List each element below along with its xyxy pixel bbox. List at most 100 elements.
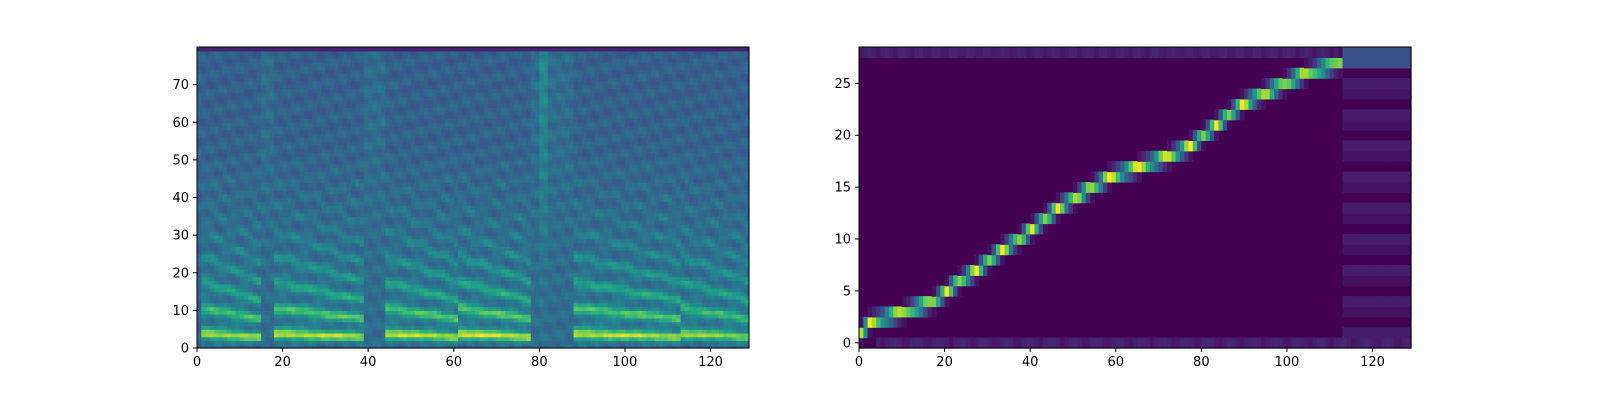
spectrogram-cell <box>312 126 318 131</box>
spectrogram-cell <box>346 321 352 327</box>
spectrogram-cell <box>261 291 267 296</box>
spectrogram-cell <box>329 62 335 67</box>
spectrogram-cell <box>368 250 374 255</box>
spectrogram-cell <box>269 129 275 135</box>
spectrogram-cell <box>449 174 455 180</box>
spectrogram-cell <box>415 242 421 248</box>
spectrogram-cell <box>303 58 309 63</box>
spectrogram-cell <box>197 268 202 274</box>
spectrogram-cell <box>218 182 224 187</box>
spectrogram-cell <box>389 314 395 319</box>
spectrogram-cell <box>299 118 305 123</box>
spectrogram-cell <box>201 272 207 278</box>
spectrogram-cell <box>428 261 433 266</box>
spectrogram-cell <box>402 208 408 214</box>
spectrogram-cell <box>432 197 438 202</box>
spectrogram-cell <box>312 197 318 202</box>
spectrogram-cell <box>235 122 241 127</box>
spectrogram-cell <box>214 302 219 308</box>
spectrogram-cell <box>436 84 442 89</box>
spectrogram-cell <box>303 268 309 274</box>
spectrogram-cell <box>415 268 421 274</box>
spectrogram-cell <box>256 317 262 323</box>
spectrogram-cell <box>428 103 433 108</box>
spectrogram-cell <box>389 317 395 323</box>
spectrogram-cell <box>381 65 386 71</box>
spectrogram-cell <box>282 231 288 236</box>
spectrogram-cell <box>235 272 241 278</box>
spectrogram-cell <box>278 336 284 342</box>
spectrogram-cell <box>244 178 249 184</box>
spectrogram-cell <box>453 276 459 281</box>
spectrogram-cell <box>252 238 258 244</box>
spectrogram-cell <box>415 205 421 210</box>
spectrogram-cell <box>244 302 249 308</box>
spectrogram-cell <box>338 148 344 153</box>
spectrogram-cell <box>368 62 374 67</box>
spectrogram-cell <box>346 317 352 323</box>
spectrogram-cell <box>329 201 335 206</box>
spectrogram-cell <box>342 99 348 105</box>
spectrogram-cell <box>218 261 224 266</box>
spectrogram-cell <box>428 69 433 74</box>
spectrogram-cell <box>415 295 421 300</box>
spectrogram-cell <box>329 291 335 296</box>
spectrogram-cell <box>398 178 403 184</box>
spectrogram-cell <box>410 325 416 330</box>
spectrogram-cell <box>312 242 318 248</box>
spectrogram-cell <box>329 156 335 161</box>
spectrogram-cell <box>291 340 297 345</box>
spectrogram-cell <box>231 92 237 97</box>
spectrogram-cell <box>256 197 262 202</box>
spectrogram-cell <box>406 54 412 59</box>
spectrogram-cell <box>385 156 391 161</box>
spectrogram-cell <box>197 118 202 123</box>
spectrogram-cell <box>231 80 237 86</box>
spectrogram-cell <box>295 114 301 120</box>
spectrogram-cell <box>333 122 339 127</box>
spectrogram-cell <box>321 47 326 52</box>
spectrogram-cell <box>299 152 305 157</box>
spectrogram-cell <box>398 167 403 172</box>
spectrogram-cell <box>449 65 455 71</box>
spectrogram-cell <box>261 201 267 206</box>
spectrogram-cell <box>239 284 245 289</box>
spectrogram-cell <box>214 126 219 131</box>
spectrogram-cell <box>226 77 232 82</box>
spectrogram-cell <box>410 58 416 63</box>
spectrogram-cell <box>278 193 284 199</box>
spectrogram-cell <box>376 302 382 308</box>
spectrogram-cell <box>308 314 314 319</box>
spectrogram-cell <box>346 242 352 248</box>
spectrogram-cell <box>445 77 451 82</box>
spectrogram-cell <box>342 65 348 71</box>
spectrogram-cell <box>458 137 463 142</box>
spectrogram-cell <box>363 50 369 56</box>
spectrogram-cell <box>346 103 352 108</box>
spectrogram-cell <box>282 268 288 274</box>
spectrogram-cell <box>205 306 211 311</box>
spectrogram-cell <box>201 189 207 195</box>
spectrogram-cell <box>346 325 352 330</box>
spectrogram-cell <box>338 167 344 172</box>
spectrogram-cell <box>222 329 228 334</box>
spectrogram-cell <box>440 69 446 74</box>
spectrogram-cell <box>436 231 442 236</box>
spectrogram-cell <box>248 284 254 289</box>
spectrogram-cell <box>321 310 326 315</box>
spectrogram-cell <box>248 110 254 116</box>
spectrogram-cell <box>291 92 297 97</box>
spectrogram-cell <box>278 261 284 266</box>
spectrogram-cell <box>359 141 365 146</box>
spectrogram-cell <box>381 103 386 108</box>
spectrogram-cell <box>231 332 237 338</box>
spectrogram-cell <box>201 220 207 225</box>
spectrogram-cell <box>440 193 446 199</box>
spectrogram-cell <box>363 84 369 89</box>
spectrogram-cell <box>261 205 267 210</box>
spectrogram-cell <box>226 159 232 165</box>
spectrogram-cell <box>299 291 305 296</box>
spectrogram-cell <box>423 332 429 338</box>
spectrogram-cell <box>321 253 326 259</box>
spectrogram-cell <box>205 167 211 172</box>
